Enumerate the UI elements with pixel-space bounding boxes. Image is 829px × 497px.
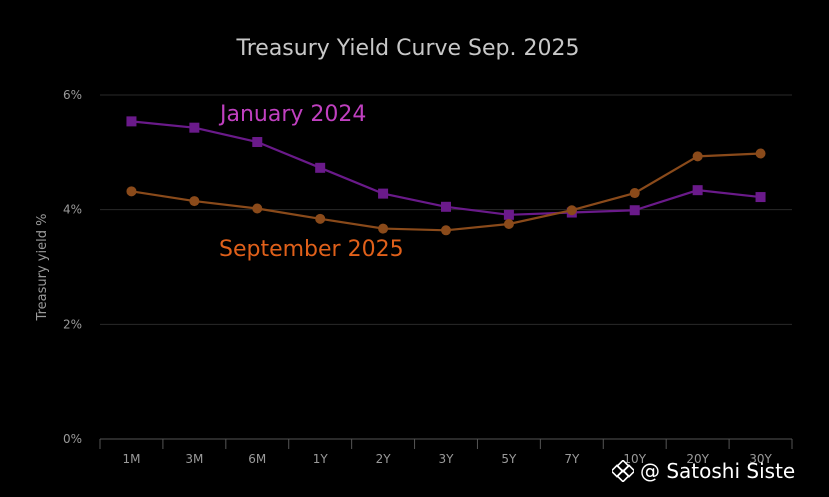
y-axis-label: Treasury yield % <box>35 214 50 322</box>
data-point <box>503 209 514 220</box>
data-point <box>252 203 263 214</box>
y-tick-label: 6% <box>63 88 82 102</box>
x-tick-label: 20Y <box>686 452 709 466</box>
chart-title: Treasury Yield Curve Sep. 2025 <box>236 36 580 61</box>
series-line <box>131 152 761 232</box>
data-point <box>441 225 451 236</box>
series-label-january-2024: January 2024 <box>218 102 366 127</box>
data-point <box>629 188 640 199</box>
x-axis: 1M 3M 6M 1Y 2Y 3Y 5Y 7Y 10Y 20Y 30Y <box>99 438 793 466</box>
x-tick-label: 2Y <box>376 452 392 466</box>
x-tick-label: 6M <box>248 452 266 466</box>
x-tick-label: 3M <box>185 452 203 466</box>
data-point <box>441 201 451 212</box>
watermark: @ Satoshi Siste <box>612 459 795 483</box>
y-tick-label: 2% <box>63 317 82 331</box>
data-point <box>566 205 577 216</box>
y-tick-label: 0% <box>63 432 82 446</box>
data-point <box>126 186 137 197</box>
data-point <box>755 148 766 159</box>
data-point <box>755 192 766 203</box>
data-point <box>189 196 200 207</box>
data-point <box>315 213 326 224</box>
binance-diamond-icon <box>612 460 634 482</box>
x-tick-label: 30Y <box>749 452 772 466</box>
data-point <box>378 188 389 199</box>
x-tick-label: 5Y <box>501 452 517 466</box>
data-point <box>692 185 703 196</box>
series-label-september-2025: September 2025 <box>219 237 404 262</box>
y-tick-label: 4% <box>63 203 82 217</box>
x-tick-label: 1M <box>122 452 140 466</box>
data-point <box>126 116 137 127</box>
series-line <box>131 120 761 216</box>
data-point <box>189 122 200 133</box>
data-point <box>252 137 263 148</box>
x-tick-label: 10Y <box>623 452 646 466</box>
data-point <box>378 223 389 234</box>
series-layer <box>126 116 766 236</box>
x-tick-label: 7Y <box>564 452 580 466</box>
data-point <box>692 151 703 162</box>
gridlines: 0% 2% 4% 6% <box>63 88 792 446</box>
series-september-2025 <box>126 148 766 236</box>
data-point <box>503 219 514 229</box>
watermark-text: @ Satoshi Siste <box>640 459 796 483</box>
data-point <box>629 205 640 216</box>
x-tick-label: 1Y <box>313 452 329 466</box>
data-point <box>315 162 326 173</box>
x-tick-label: 3Y <box>439 452 455 466</box>
